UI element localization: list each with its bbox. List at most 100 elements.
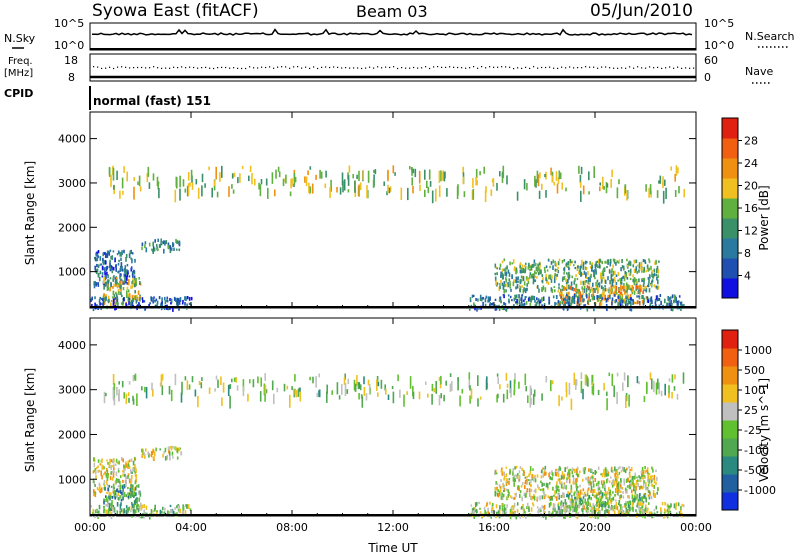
range-gate-cell (171, 451, 174, 456)
range-gate-cell (114, 490, 117, 495)
range-gate-cell (566, 505, 568, 509)
range-gate-cell (578, 499, 581, 505)
range-gate-cell (592, 480, 595, 483)
range-gate-cell (99, 256, 102, 261)
range-gate-cell (547, 487, 549, 490)
range-gate-cell (348, 165, 351, 173)
range-gate-cell (658, 297, 661, 301)
range-gate-cell (591, 262, 594, 266)
range-gate-cell (540, 509, 542, 512)
range-gate-cell (639, 476, 641, 480)
range-gate-cell (106, 470, 109, 475)
range-gate-cell (550, 261, 553, 265)
range-gate-cell (107, 299, 109, 303)
range-gate-cell (668, 302, 670, 306)
nave-label: Nave (745, 65, 773, 78)
range-gate-cell (642, 303, 645, 306)
range-gate-cell (529, 268, 531, 272)
nave-dot (557, 67, 559, 69)
range-gate-cell (112, 302, 115, 306)
range-gate-cell (600, 490, 602, 495)
range-gate-cell (150, 512, 153, 516)
range-gate-cell (548, 502, 551, 508)
range-gate-cell (92, 508, 95, 514)
range-gate-cell (632, 264, 635, 268)
range-gate-cell (634, 270, 637, 273)
range-gate-cell (606, 493, 608, 496)
range-gate-cell (94, 302, 96, 308)
range-gate-cell (151, 248, 154, 252)
nave-dot (525, 66, 527, 68)
range-gate-cell (126, 277, 128, 281)
nave-dot (585, 66, 587, 68)
range-gate-cell (563, 506, 565, 511)
range-gate-cell (553, 503, 556, 506)
range-gate-cell (505, 278, 507, 283)
nave-dot (241, 67, 243, 70)
range-gate-cell (577, 296, 579, 300)
range-gate-cell (633, 497, 636, 502)
range-gate-cell (533, 476, 535, 482)
nave-dot (205, 66, 207, 68)
range-gate-cell (642, 474, 644, 478)
range-gate-cell (680, 306, 682, 311)
range-gate-cell (101, 272, 104, 275)
range-gate-cell (639, 290, 641, 295)
range-gate-cell (554, 507, 556, 512)
range-gate-cell (615, 262, 617, 266)
range-gate-cell (591, 509, 593, 514)
range-gate-cell (594, 494, 596, 498)
range-gate-cell (545, 375, 548, 383)
range-gate-cell (169, 504, 172, 508)
range-gate-cell (508, 272, 511, 277)
range-gate-cell (592, 282, 594, 287)
range-gate-cell (664, 179, 666, 186)
range-gate-cell (526, 475, 528, 478)
range-gate-cell (485, 186, 487, 193)
range-gate-cell (561, 260, 564, 264)
range-gate-cell (552, 507, 555, 510)
range-gate-cell (601, 493, 604, 498)
range-gate-cell (568, 302, 570, 307)
nave-dot (225, 66, 227, 69)
range-gate-cell (513, 279, 515, 283)
range-gate-cell (384, 384, 386, 391)
range-gate-cell (492, 178, 495, 187)
range-gate-cell (427, 186, 430, 194)
range-gate-cell (479, 294, 482, 299)
range-gate-cell (130, 257, 132, 260)
range-gate-cell (592, 383, 595, 396)
range-gate-cell (550, 501, 552, 506)
range-gate-cell (544, 287, 547, 293)
colorbar-tick-label: 100 (744, 384, 765, 397)
range-gate-cell (529, 385, 532, 396)
range-gate-cell (566, 272, 568, 275)
range-gate-cell (600, 293, 603, 299)
range-gate-cell (158, 296, 161, 300)
range-gate-cell (577, 266, 579, 269)
range-gate-cell (638, 475, 640, 478)
range-gate-cell (577, 493, 580, 496)
range-gate-cell (591, 374, 594, 383)
range-gate-cell (237, 177, 239, 184)
range-gate-cell (484, 297, 487, 303)
range-gate-cell (164, 447, 167, 453)
range-gate-cell (619, 280, 622, 285)
range-gate-cell (530, 397, 532, 405)
range-gate-cell (112, 472, 115, 478)
range-gate-cell (609, 279, 611, 285)
range-gate-cell (92, 470, 95, 473)
range-gate-cell (662, 190, 665, 204)
range-gate-cell (170, 389, 173, 402)
nave-tick-bottom: 0 (704, 71, 711, 84)
range-gate-cell (583, 270, 586, 275)
range-gate-cell (589, 277, 591, 283)
range-gate-cell (470, 304, 473, 307)
range-gate-cell (132, 277, 134, 281)
nave-dot (529, 67, 531, 69)
range-gate-cell (541, 274, 544, 277)
range-gate-cell (573, 264, 575, 267)
range-gate-cell (130, 469, 132, 474)
range-gate-cell (546, 483, 549, 488)
range-gate-cell (132, 509, 135, 514)
